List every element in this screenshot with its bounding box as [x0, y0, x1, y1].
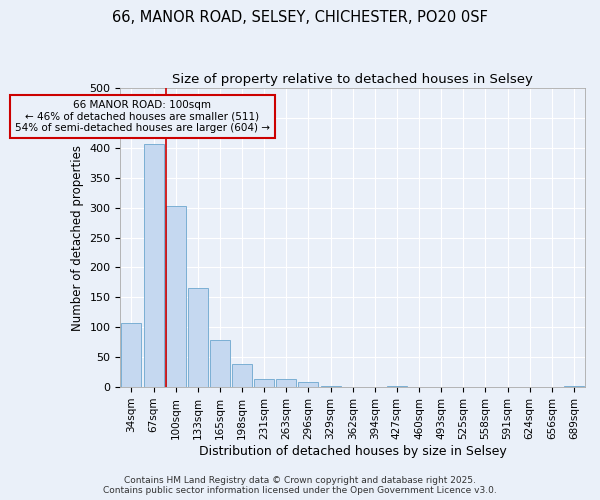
Bar	[232, 364, 252, 387]
X-axis label: Distribution of detached houses by size in Selsey: Distribution of detached houses by size …	[199, 444, 506, 458]
Bar	[277, 378, 296, 387]
Text: Contains HM Land Registry data © Crown copyright and database right 2025.
Contai: Contains HM Land Registry data © Crown c…	[103, 476, 497, 495]
Bar	[121, 323, 142, 387]
Bar	[254, 378, 274, 387]
Bar	[166, 206, 185, 387]
Bar	[564, 386, 584, 387]
Y-axis label: Number of detached properties: Number of detached properties	[71, 144, 84, 330]
Bar	[320, 386, 341, 387]
Bar	[210, 340, 230, 387]
Text: 66 MANOR ROAD: 100sqm
← 46% of detached houses are smaller (511)
54% of semi-det: 66 MANOR ROAD: 100sqm ← 46% of detached …	[15, 100, 270, 133]
Bar	[188, 288, 208, 387]
Title: Size of property relative to detached houses in Selsey: Size of property relative to detached ho…	[172, 72, 533, 86]
Bar	[298, 382, 319, 387]
Bar	[387, 386, 407, 387]
Text: 66, MANOR ROAD, SELSEY, CHICHESTER, PO20 0SF: 66, MANOR ROAD, SELSEY, CHICHESTER, PO20…	[112, 10, 488, 25]
Bar	[143, 144, 164, 387]
